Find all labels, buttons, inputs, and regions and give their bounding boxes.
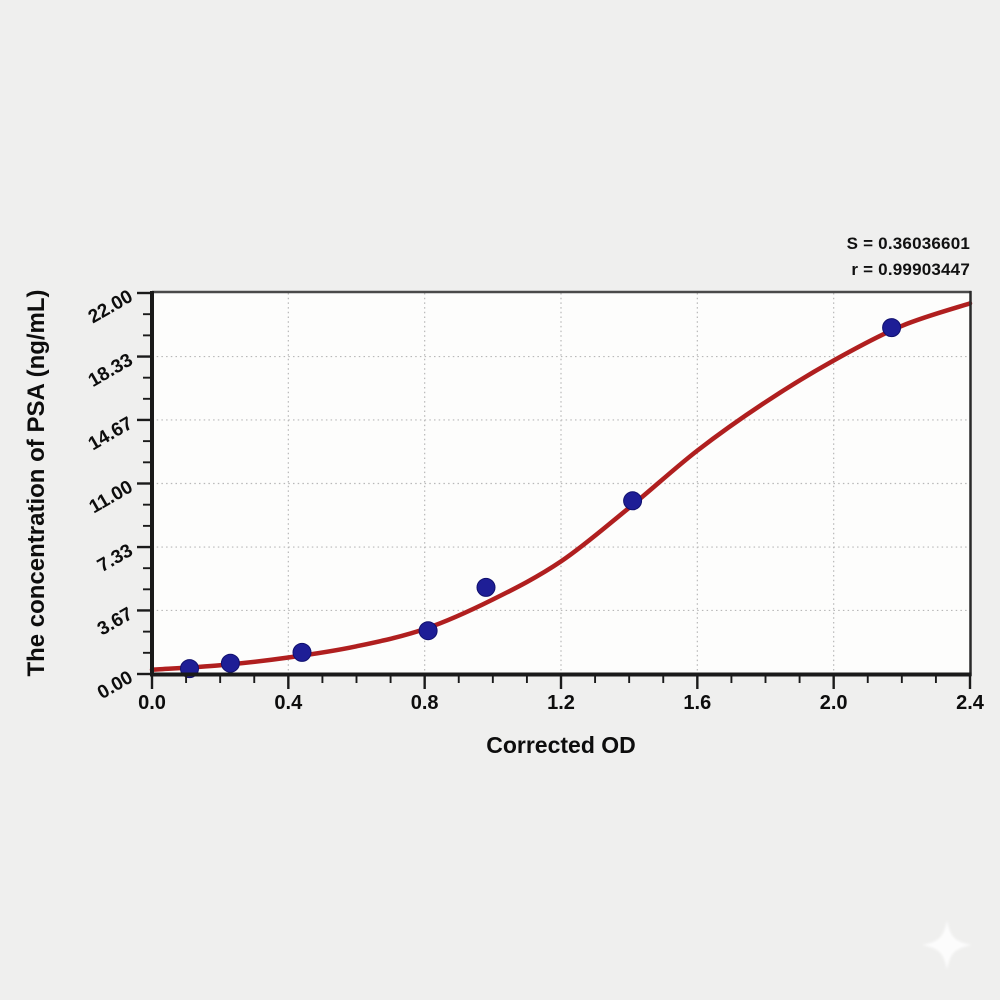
standard-point [882,318,902,338]
y-axis-title: The concentration of PSA (ng/mL) [23,289,50,677]
x-tick-label: 2.0 [820,692,848,714]
x-tick-label: 1.6 [683,692,711,714]
x-tick-label: 0.4 [274,692,303,714]
standard-point [292,642,312,662]
x-tick-label: 1.2 [547,692,575,714]
stat-r-value: r = 0.99903447 [851,260,970,279]
y-tick-labels: 0.00 3.67 7.33 11.00 14.67 18.33 22.00 [85,286,137,704]
x-tick-label: 0.8 [411,692,439,714]
fit-statistics: S = 0.36036601 r = 0.99903447 [670,231,970,283]
stat-s-value: S = 0.36036601 [846,234,970,253]
y-tick-label: 0.00 [94,667,137,704]
standard-point [220,653,240,673]
y-tick-label: 22.00 [85,286,137,328]
fit-curve-path [149,301,973,672]
x-tick-label: 2.4 [956,692,985,714]
y-tick-label: 11.00 [86,477,137,518]
sparkle-watermark-icon [922,920,972,970]
y-tick-label: 3.67 [94,604,137,641]
axes [150,290,972,677]
x-tick-labels: 0.0 0.4 0.8 1.2 1.6 2.0 2.4 [138,692,985,714]
y-tick-label: 14.67 [85,413,137,455]
y-tick-label: 7.33 [94,540,137,577]
standard-point [623,491,643,511]
x-tick-label: 0.0 [138,692,166,714]
standard-point [476,577,496,597]
x-axis-title: Corrected OD [486,732,636,758]
axis-ticks [137,291,972,689]
fit-curve-line [149,301,973,672]
gridlines [152,293,970,674]
standard-point [418,621,438,641]
y-tick-label: 18.33 [85,350,137,392]
